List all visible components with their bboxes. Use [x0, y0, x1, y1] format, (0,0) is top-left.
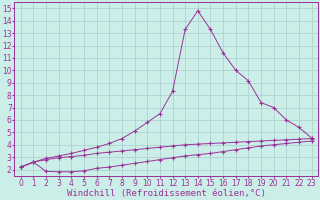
X-axis label: Windchill (Refroidissement éolien,°C): Windchill (Refroidissement éolien,°C)	[67, 189, 266, 198]
